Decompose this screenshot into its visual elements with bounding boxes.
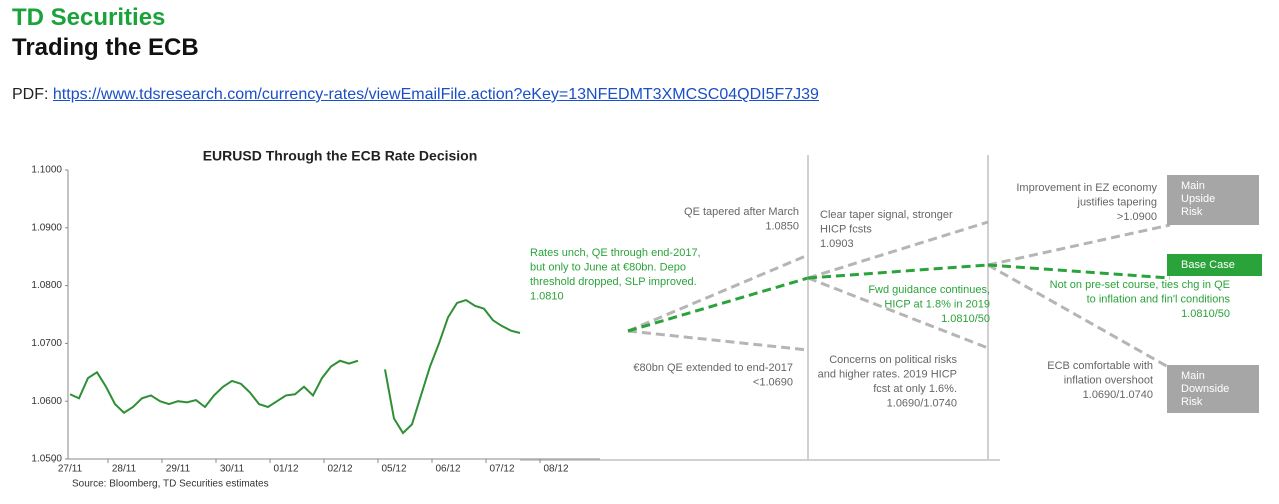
- outcome-label: Main: [1181, 180, 1205, 192]
- x-tick-label: 06/12: [435, 464, 460, 475]
- branch: [987, 223, 1171, 267]
- chart-title: EURUSD Through the ECB Rate Decision: [203, 148, 478, 164]
- brand: TD Securities: [12, 4, 166, 31]
- annotation: Improvement in EZ economy: [1016, 182, 1157, 194]
- outcome-box: [1167, 254, 1262, 276]
- annotation: Rates unch, QE through end-2017,: [530, 247, 701, 259]
- annotation: 1.0810/50: [1181, 308, 1230, 320]
- annotation: threshold dropped, SLP improved.: [530, 276, 697, 288]
- annotation: Concerns on political risks: [829, 354, 957, 366]
- outcome-label: Downside: [1181, 383, 1229, 395]
- annotation: €80bn QE extended to end-2017: [633, 362, 793, 374]
- x-tick-label: 05/12: [381, 464, 406, 475]
- outcome-box: [1167, 175, 1259, 225]
- branch: [807, 220, 989, 280]
- y-tick-label: 1.0700: [31, 338, 62, 349]
- annotation: 1.0810: [530, 290, 564, 302]
- pdf-link[interactable]: https://www.tdsresearch.com/currency-rat…: [52, 86, 819, 103]
- x-tick-label: 01/12: [273, 464, 298, 475]
- annotation: >1.0900: [1117, 211, 1157, 223]
- x-tick-label: 30/11: [220, 464, 245, 475]
- x-tick-label: 02/12: [327, 464, 352, 475]
- annotation: fcst at only 1.6%.: [873, 383, 957, 395]
- outcome-label: Main: [1181, 370, 1205, 382]
- annotation: 1.0690/1.0740: [887, 397, 957, 409]
- annotation: but only to June at €80bn. Depo: [530, 261, 686, 273]
- annotation: and higher rates. 2019 HICP: [818, 368, 957, 380]
- annotation: HICP at 1.8% in 2019: [884, 298, 990, 310]
- x-tick-label: 29/11: [166, 464, 191, 475]
- x-tick-label: 07/12: [489, 464, 514, 475]
- pdf-label: PDF:: [12, 86, 49, 103]
- annotation: Fwd guidance continues,: [868, 284, 990, 296]
- annotation: 1.0903: [820, 238, 854, 250]
- x-tick-label: 28/11: [112, 464, 137, 475]
- annotation: 1.0690/1.0740: [1083, 389, 1153, 401]
- outcome-box: [1167, 365, 1259, 413]
- branch: [987, 263, 1171, 280]
- y-tick-label: 1.0900: [31, 222, 62, 233]
- y-tick-label: 1.0600: [31, 396, 62, 407]
- branch: [627, 253, 809, 333]
- annotation: <1.0690: [753, 376, 793, 388]
- outcome-label: Risk: [1181, 206, 1203, 218]
- y-tick-label: 1.0500: [31, 454, 62, 465]
- annotation: Not on pre-set course, ties chg in QE: [1050, 279, 1230, 291]
- branch: [987, 263, 1171, 370]
- branch: [807, 276, 989, 350]
- annotation: ECB comfortable with: [1047, 360, 1153, 372]
- y-tick-label: 1.1000: [31, 165, 62, 176]
- y-tick-label: 1.0800: [31, 280, 62, 291]
- annotation: inflation overshoot: [1064, 374, 1153, 386]
- pdf-line: PDF: https://www.tdsresearch.com/currenc…: [12, 86, 819, 104]
- branch: [807, 263, 989, 280]
- annotation: HICP fcsts: [820, 223, 872, 235]
- scenario-tree: [520, 155, 1171, 461]
- price-line: [69, 298, 521, 435]
- branch: [627, 276, 809, 333]
- annotation: justifies tapering: [1077, 196, 1158, 208]
- x-tick-label: 08/12: [543, 464, 568, 475]
- outcome-label: Risk: [1181, 396, 1203, 408]
- outcome-label: Upside: [1181, 193, 1215, 205]
- branch: [627, 329, 809, 352]
- x-tick-label: 27/11: [58, 464, 83, 475]
- annotation: to inflation and fin'l conditions: [1087, 293, 1231, 305]
- source: Source: Bloomberg, TD Securities estimat…: [72, 479, 269, 490]
- annotation: Clear taper signal, stronger: [820, 209, 953, 221]
- headline: Trading the ECB: [12, 34, 199, 61]
- annotation: 1.0850: [765, 220, 799, 232]
- annotation: QE tapered after March: [684, 206, 799, 218]
- outcome-label: Base Case: [1181, 259, 1235, 271]
- annotation: 1.0810/50: [941, 313, 990, 325]
